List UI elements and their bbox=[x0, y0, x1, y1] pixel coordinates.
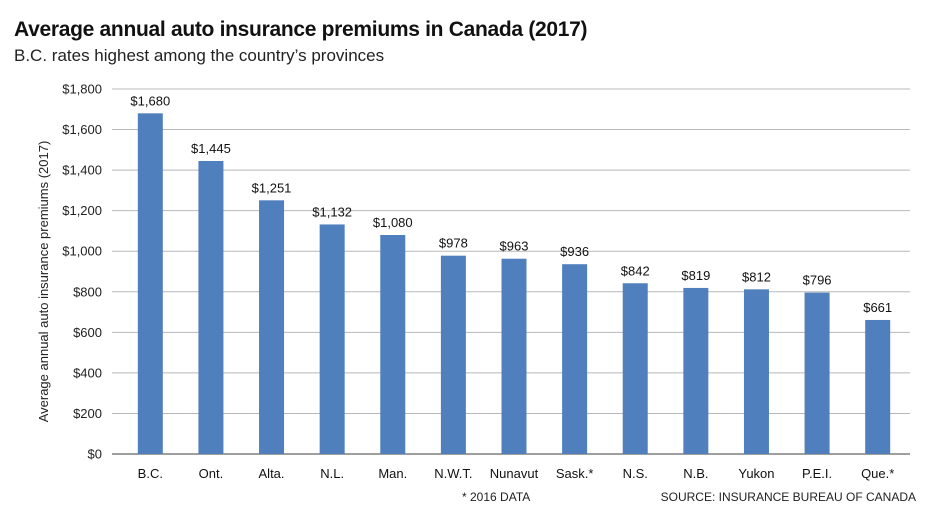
bar bbox=[501, 258, 527, 454]
y-axis-label: Average annual auto insurance premiums (… bbox=[36, 141, 51, 423]
bar bbox=[440, 255, 466, 454]
x-tick-label: Nunavut bbox=[490, 466, 539, 481]
data-label: $1,132 bbox=[312, 204, 352, 219]
footnote: * 2016 DATA bbox=[462, 490, 531, 504]
data-label: $661 bbox=[863, 300, 892, 315]
x-tick-label: Yukon bbox=[738, 466, 774, 481]
chart-subtitle: B.C. rates highest among the country’s p… bbox=[14, 46, 385, 65]
source-note: SOURCE: INSURANCE BUREAU OF CANADA bbox=[660, 490, 916, 504]
y-tick-label: $0 bbox=[88, 447, 102, 462]
bar bbox=[259, 200, 285, 454]
y-tick-label: $1,400 bbox=[62, 163, 102, 178]
y-tick-labels: $0 $200 $400 $600 $800 $1,000 $1,200 $1,400 $1,6… bbox=[62, 82, 102, 462]
x-tick-labels: B.C. Ont. Alta. N.L. Man. N.W.T. Nunavut Sask.*… bbox=[138, 466, 895, 481]
data-label: $1,445 bbox=[191, 141, 231, 156]
bar bbox=[683, 287, 709, 454]
data-label: $936 bbox=[560, 244, 589, 259]
data-labels: $1,680 $1,445 $1,251 $1,132 $1,080 $978 $963 $9… bbox=[130, 93, 892, 315]
data-label: $1,080 bbox=[373, 215, 413, 230]
x-tick-label: N.W.T. bbox=[434, 466, 472, 481]
data-label: $978 bbox=[439, 236, 468, 251]
gridlines bbox=[112, 88, 910, 455]
x-tick-label: Sask.* bbox=[556, 466, 594, 481]
y-tick-label: $1,600 bbox=[62, 122, 102, 137]
bar bbox=[137, 113, 163, 454]
y-tick-label: $200 bbox=[73, 406, 102, 421]
bar bbox=[743, 289, 769, 454]
bar bbox=[380, 235, 406, 454]
y-tick-label: $800 bbox=[73, 284, 102, 299]
bar bbox=[865, 319, 891, 454]
data-label: $796 bbox=[803, 273, 832, 288]
data-label: $1,251 bbox=[252, 180, 292, 195]
data-label: $842 bbox=[621, 263, 650, 278]
x-tick-label: P.E.I. bbox=[802, 466, 832, 481]
data-label: $819 bbox=[681, 268, 710, 283]
y-tick-label: $400 bbox=[73, 365, 102, 380]
x-tick-label: Ont. bbox=[199, 466, 224, 481]
x-tick-label: N.B. bbox=[683, 466, 708, 481]
x-tick-label: Alta. bbox=[259, 466, 285, 481]
y-tick-label: $1,000 bbox=[62, 244, 102, 259]
y-tick-label: $1,800 bbox=[62, 82, 102, 97]
x-tick-label: B.C. bbox=[138, 466, 163, 481]
bar bbox=[198, 160, 224, 454]
chart-title: Average annual auto insurance premiums i… bbox=[14, 18, 588, 41]
x-tick-label: N.S. bbox=[623, 466, 648, 481]
bar bbox=[804, 292, 830, 454]
bars bbox=[137, 113, 891, 454]
data-label: $963 bbox=[500, 239, 529, 254]
bar bbox=[622, 283, 648, 454]
x-tick-label: N.L. bbox=[320, 466, 344, 481]
x-tick-label: Que.* bbox=[861, 466, 894, 481]
x-tick-label: Man. bbox=[378, 466, 407, 481]
data-label: $1,680 bbox=[130, 93, 170, 108]
bar bbox=[319, 224, 345, 454]
y-tick-label: $1,200 bbox=[62, 203, 102, 218]
data-label: $812 bbox=[742, 269, 771, 284]
y-tick-label: $600 bbox=[73, 325, 102, 340]
bar bbox=[562, 264, 588, 454]
